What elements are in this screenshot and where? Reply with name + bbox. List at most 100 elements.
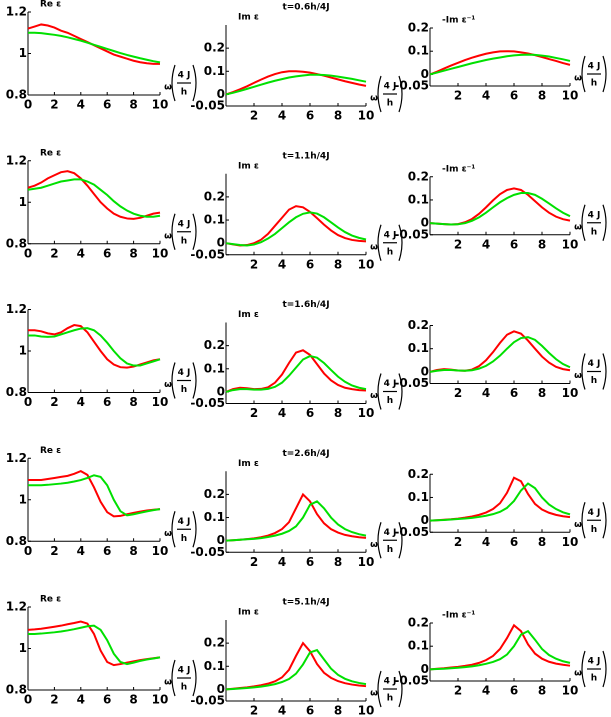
y-tick-label: 1.2	[6, 451, 27, 465]
y-tick-label: -0.05	[190, 694, 225, 708]
y-tick-label: -0.05	[190, 247, 225, 261]
x-tick-label: 8	[538, 89, 546, 103]
y-tick-label: 0	[421, 67, 429, 81]
x-label-paren	[581, 55, 586, 93]
x-label-numerator: 4 J	[588, 210, 601, 220]
series-line	[27, 178, 161, 218]
series-line	[429, 623, 571, 671]
x-label-paren	[398, 373, 403, 410]
y-tick-label: 0.2	[204, 338, 225, 352]
y-tick-label: -0.05	[190, 545, 225, 559]
x-tick-label: 6	[103, 395, 111, 409]
series-line	[429, 482, 571, 522]
x-label-paren	[581, 353, 586, 390]
x-label-numerator: 4 J	[384, 677, 397, 687]
x-label-paren	[581, 204, 586, 241]
x-label-symbol: ω	[574, 222, 582, 232]
y-tick-label: 0	[217, 236, 225, 250]
x-tick-label: 6	[510, 535, 518, 549]
x-tick-label: 6	[510, 237, 518, 251]
y-tick-label: 1	[19, 195, 27, 209]
x-tick-label: 8	[334, 257, 342, 271]
y-tick-label: 0	[421, 662, 429, 676]
x-tick-label: 10	[562, 684, 579, 698]
x-tick-label: 8	[129, 693, 137, 707]
x-label-denominator: h	[181, 534, 187, 544]
x-label-paren	[192, 362, 197, 399]
x-tick-label: 2	[454, 89, 462, 103]
x-tick-label: 8	[129, 395, 137, 409]
x-tick-label: 8	[538, 684, 546, 698]
x-tick-label: 10	[152, 544, 169, 558]
y-tick-label: 0.1	[408, 341, 429, 355]
y-axis-label: Im ε	[238, 459, 259, 469]
x-tick-label: 10	[358, 406, 375, 420]
series-line	[429, 476, 571, 522]
x-label-symbol: ω	[370, 94, 378, 104]
y-tick-label: 0.8	[6, 683, 27, 697]
series-line	[225, 211, 367, 247]
x-tick-label: 8	[129, 544, 137, 558]
x-tick-label: 0	[24, 395, 32, 409]
x-label-symbol: ω	[164, 678, 172, 688]
x-tick-label: 10	[562, 89, 579, 103]
x-tick-label: 10	[358, 109, 375, 123]
x-tick-label: 8	[538, 535, 546, 549]
y-axis-label: Re ε	[40, 0, 61, 10]
x-tick-label: 6	[510, 89, 518, 103]
y-axis-label: Re ε	[40, 446, 61, 456]
x-label-symbol: ω	[574, 74, 582, 84]
x-tick-label: 10	[152, 246, 169, 260]
x-tick-label: 4	[278, 257, 286, 271]
chart-title: t=1.6h/4J	[282, 300, 329, 310]
y-axis-label: -Im ε⁻¹	[442, 611, 475, 621]
x-label-denominator: h	[591, 376, 597, 386]
y-tick-label: 0.2	[204, 487, 225, 501]
x-label-paren	[398, 670, 403, 708]
x-label-numerator: 4 J	[384, 82, 397, 92]
y-tick-label: 0.1	[408, 192, 429, 206]
x-tick-label: 8	[129, 246, 137, 260]
x-tick-label: 6	[103, 693, 111, 707]
y-tick-label: 0.2	[408, 467, 429, 481]
x-label-numerator: 4 J	[178, 219, 191, 229]
x-tick-label: 4	[278, 704, 286, 717]
x-label-denominator: h	[591, 79, 597, 89]
y-axis-label: Re ε	[40, 148, 61, 158]
y-tick-label: 0.8	[6, 236, 27, 250]
series-line	[27, 170, 161, 220]
x-label-paren	[398, 522, 403, 559]
y-tick-label: 0.1	[408, 639, 429, 653]
x-label-denominator: h	[181, 236, 187, 246]
x-label-symbol: ω	[574, 371, 582, 381]
x-label-denominator: h	[591, 525, 597, 535]
x-label-paren	[377, 670, 382, 708]
x-label-symbol: ω	[370, 391, 378, 401]
x-tick-label: 2	[50, 395, 58, 409]
x-tick-label: 2	[250, 555, 258, 569]
x-tick-label: 0	[24, 693, 32, 707]
series-line	[429, 53, 571, 76]
x-tick-label: 4	[77, 98, 85, 112]
x-tick-label: 10	[358, 555, 375, 569]
x-tick-label: 8	[334, 555, 342, 569]
x-tick-label: 8	[129, 98, 137, 112]
x-tick-label: 2	[250, 406, 258, 420]
x-tick-label: 6	[306, 406, 314, 420]
series-line	[28, 470, 161, 518]
x-label-paren	[398, 75, 403, 113]
x-label-denominator: h	[387, 247, 393, 257]
series-line	[429, 50, 571, 76]
y-tick-label: 1.2	[6, 600, 27, 614]
y-tick-label: -0.05	[394, 525, 429, 539]
x-label-symbol: ω	[574, 669, 582, 679]
x-tick-label: 8	[538, 386, 546, 400]
x-label-numerator: 4 J	[588, 62, 601, 72]
x-label-symbol: ω	[370, 689, 378, 699]
x-tick-label: 10	[562, 535, 579, 549]
x-label-numerator: 4 J	[588, 508, 601, 518]
x-label-paren	[602, 650, 607, 688]
y-tick-label: -0.05	[394, 227, 429, 241]
x-label-numerator: 4 J	[384, 528, 397, 538]
x-tick-label: 4	[482, 386, 490, 400]
